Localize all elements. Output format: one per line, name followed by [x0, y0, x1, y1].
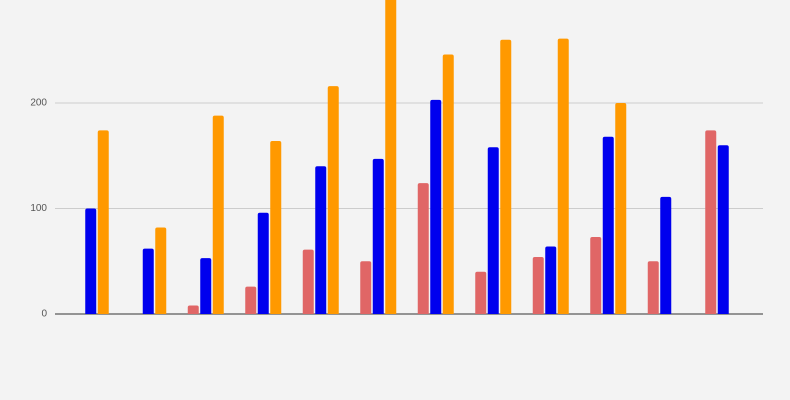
bar [417, 183, 429, 314]
bar [442, 54, 454, 314]
bar [602, 136, 614, 314]
bar [705, 130, 717, 314]
bar [532, 257, 544, 314]
bar [557, 38, 569, 315]
bar [500, 39, 512, 314]
bar [187, 305, 199, 314]
y-tick-label: 100 [30, 203, 47, 214]
bar [475, 271, 487, 314]
bar [302, 249, 314, 314]
bar [97, 130, 109, 314]
bar [615, 103, 627, 314]
y-tick-label: 200 [30, 98, 47, 109]
bar [385, 0, 397, 314]
bar [647, 261, 659, 314]
bar [257, 212, 269, 314]
bar [430, 99, 442, 315]
bar [155, 227, 167, 314]
bar [717, 145, 729, 314]
y-tick-label: 300 [30, 0, 47, 3]
bar [327, 86, 339, 315]
y-tick-label: 0 [41, 309, 47, 320]
bar [200, 258, 212, 314]
bar [142, 248, 154, 314]
bar [85, 208, 97, 314]
bar [545, 246, 557, 314]
bar [270, 140, 282, 314]
bar [372, 158, 384, 314]
bar [487, 147, 499, 314]
bar [360, 261, 372, 314]
bar [590, 236, 602, 314]
bar [660, 196, 672, 314]
bar [315, 166, 327, 314]
bar [245, 286, 257, 314]
bar [212, 115, 224, 314]
